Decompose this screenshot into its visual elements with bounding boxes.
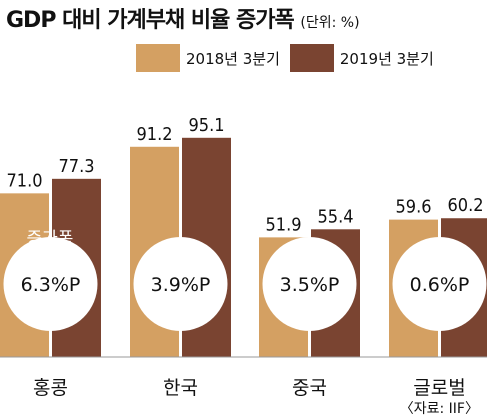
data-label-1-1: 95.1 [188,115,224,136]
title-text: GDP 대비 가계부채 비율 증가폭 [6,8,295,33]
source-note: 〈자료: IIF〉 [399,401,479,417]
data-label-2-1: 55.4 [317,206,353,227]
legend: 2018년 3분기 2019년 3분기 [136,44,444,72]
data-label-0-1: 77.3 [58,156,94,177]
data-label-2-0: 51.9 [265,214,301,235]
data-label-1-0: 91.2 [136,124,172,145]
legend-item-2018: 2018년 3분기 [136,44,280,72]
legend-label-2019: 2019년 3분기 [339,49,434,68]
category-label-0: 홍콩 [33,377,68,399]
data-label-3-0: 59.6 [395,197,431,218]
category-label-1: 한국 [163,377,198,399]
unit-label: (단위: %) [300,15,360,31]
chart-title: GDP 대비 가계부채 비율 증가폭 (단위: %) [6,2,360,34]
legend-label-2018: 2018년 3분기 [186,49,280,68]
increase-label-1: 3.9%P [151,274,211,296]
legend-swatch-2019 [289,44,334,72]
data-label-3-1: 60.2 [447,195,483,216]
increase-circle-0 [3,237,98,331]
increase-label-3: 0.6%P [410,274,470,296]
category-label-3: 글로벌 [413,377,465,399]
increase-label-0: 6.3%P [21,274,81,296]
increase-circle-3 [392,237,487,331]
increase-label-2: 3.5%P [280,274,340,296]
increase-circle-2 [262,237,357,331]
increase-annotation: 증가폭 [27,229,74,249]
legend-item-2019: 2019년 3분기 [289,44,434,72]
data-label-0-0: 71.0 [6,170,42,191]
legend-swatch-2018 [136,44,180,72]
category-label-2: 중국 [292,377,327,399]
increase-circle-1 [133,237,228,331]
